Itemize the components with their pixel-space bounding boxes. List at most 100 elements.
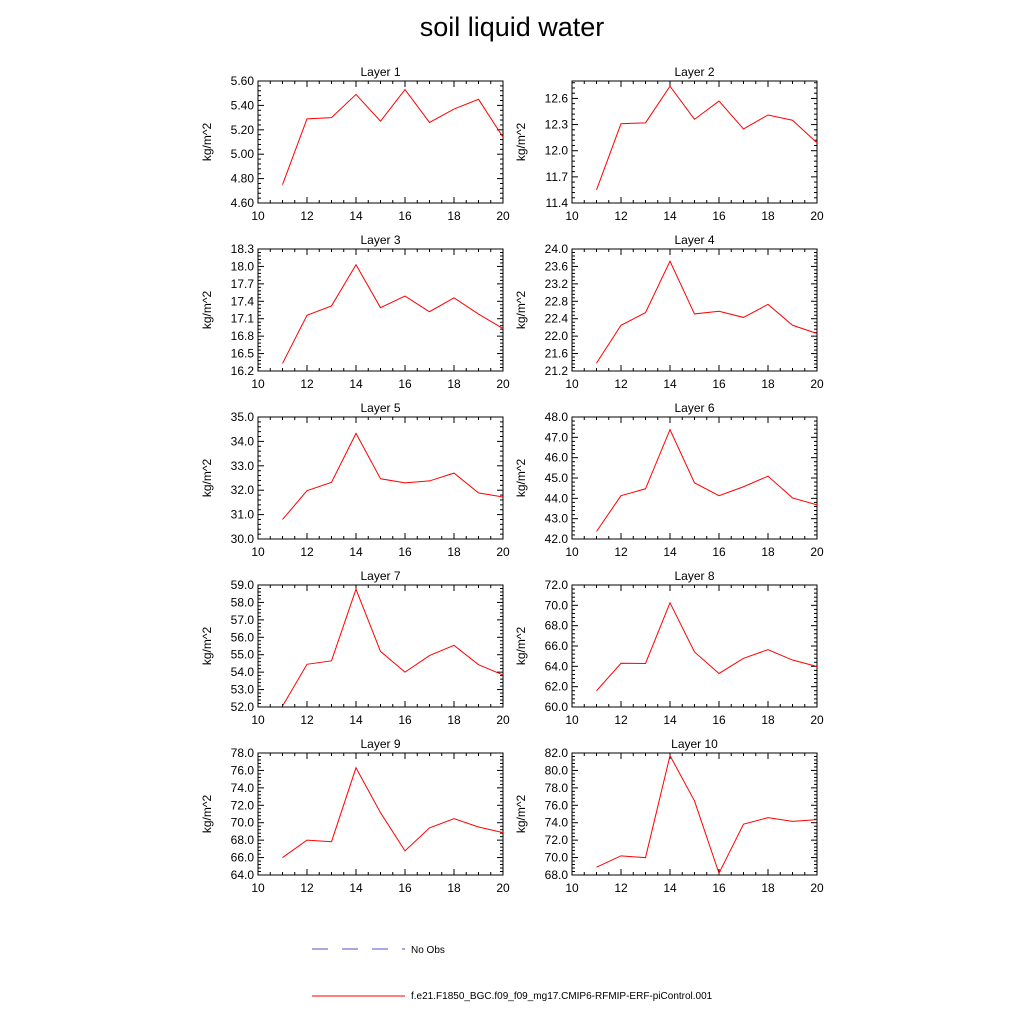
- x-tick-label: 18: [447, 209, 461, 223]
- x-tick-label: 14: [663, 713, 677, 727]
- x-tick-label: 18: [761, 377, 775, 391]
- y-tick-label: 16.8: [231, 329, 255, 343]
- y-tick-label: 43.0: [545, 512, 569, 526]
- y-tick-label: 52.0: [231, 700, 255, 714]
- panel-5: Layer 5 10 12 14 16 18 20 30.0 31.0 32.0 33.0 34.0 3…: [200, 401, 510, 559]
- x-tick-label: 10: [251, 377, 265, 391]
- panels-layer: Layer 1 10 12 14 16 18 20 4.60 4.80 5.00 5.20 5.40 5…: [200, 65, 824, 895]
- y-axis-label: kg/m^2: [514, 291, 528, 330]
- y-tick-label: 12.6: [545, 91, 569, 105]
- y-axis-label: kg/m^2: [200, 795, 214, 834]
- y-tick-label: 18.0: [231, 259, 255, 273]
- panel-4: Layer 4 10 12 14 16 18 20 21.2 21.6 22.0 22.4 22.8 2…: [514, 233, 824, 391]
- figure-title: soil liquid water: [419, 12, 605, 42]
- x-tick-label: 14: [349, 545, 363, 559]
- y-tick-label: 4.80: [231, 172, 255, 186]
- y-tick-label: 72.0: [231, 798, 255, 812]
- y-tick-label: 11.7: [546, 170, 569, 184]
- x-tick-label: 12: [614, 545, 628, 559]
- panel-9: Layer 9 10 12 14 16 18 20 64.0 66.0 68.0 70.0 72.0 7…: [200, 737, 510, 895]
- x-tick-label: 12: [300, 713, 314, 727]
- y-tick-label: 16.5: [231, 347, 255, 361]
- x-tick-label: 10: [565, 881, 579, 895]
- x-tick-label: 20: [496, 881, 510, 895]
- x-tick-label: 20: [810, 545, 824, 559]
- x-tick-label: 18: [447, 713, 461, 727]
- series-line: [596, 85, 818, 191]
- y-tick-label: 64.0: [231, 868, 255, 882]
- y-tick-label: 12.3: [545, 118, 569, 132]
- x-tick-label: 20: [810, 209, 824, 223]
- y-tick-label: 82.0: [545, 746, 569, 760]
- x-tick-label: 12: [300, 881, 314, 895]
- x-tick-label: 10: [251, 713, 265, 727]
- y-tick-label: 46.0: [545, 451, 569, 465]
- y-tick-label: 4.60: [231, 196, 255, 210]
- x-tick-label: 12: [614, 209, 628, 223]
- panel-10: Layer 10 10 12 14 16 18 20 68.0 70.0 72.0 74.0 76.0…: [514, 737, 824, 895]
- series-line: [282, 766, 504, 858]
- y-tick-label: 30.0: [231, 532, 255, 546]
- plot-frame: [571, 80, 818, 204]
- x-tick-label: 12: [300, 545, 314, 559]
- y-tick-label: 16.2: [231, 364, 255, 378]
- y-tick-label: 34.0: [231, 434, 255, 448]
- panel-title: Layer 2: [674, 65, 714, 79]
- panel-title: Layer 4: [674, 233, 714, 247]
- x-tick-label: 20: [810, 881, 824, 895]
- x-tick-label: 16: [712, 209, 726, 223]
- panel-2: Layer 2 10 12 14 16 18 20 11.4 11.7 12.0 12.3 12.6 k…: [514, 65, 824, 223]
- panel-title: Layer 5: [360, 401, 400, 415]
- x-tick-label: 14: [349, 713, 363, 727]
- x-tick-label: 12: [614, 713, 628, 727]
- y-tick-label: 5.40: [231, 98, 255, 112]
- series-line: [596, 601, 818, 692]
- y-tick-label: 68.0: [545, 619, 569, 633]
- x-tick-label: 14: [663, 209, 677, 223]
- y-tick-label: 54.0: [231, 665, 255, 679]
- y-tick-label: 24.0: [545, 242, 569, 256]
- y-tick-label: 42.0: [545, 532, 569, 546]
- y-tick-label: 17.1: [231, 312, 255, 326]
- y-tick-label: 48.0: [545, 410, 569, 424]
- x-tick-label: 20: [496, 713, 510, 727]
- y-tick-label: 74.0: [545, 816, 569, 830]
- y-tick-label: 56.0: [231, 630, 255, 644]
- x-tick-label: 12: [300, 209, 314, 223]
- plot-frame: [257, 80, 504, 204]
- x-tick-label: 20: [810, 377, 824, 391]
- x-tick-label: 18: [761, 713, 775, 727]
- x-tick-label: 14: [663, 881, 677, 895]
- y-tick-label: 59.0: [231, 578, 255, 592]
- x-tick-label: 16: [398, 377, 412, 391]
- y-axis-label: kg/m^2: [514, 627, 528, 666]
- y-tick-label: 62.0: [545, 680, 569, 694]
- panel-title: Layer 3: [360, 233, 400, 247]
- x-tick-label: 18: [761, 545, 775, 559]
- y-tick-label: 35.0: [231, 410, 255, 424]
- series-line: [282, 587, 504, 707]
- x-tick-label: 16: [712, 377, 726, 391]
- y-tick-label: 21.6: [545, 347, 569, 361]
- panel-title: Layer 10: [671, 737, 718, 751]
- y-axis-label: kg/m^2: [200, 627, 214, 666]
- x-tick-label: 18: [447, 377, 461, 391]
- y-tick-label: 68.0: [231, 833, 255, 847]
- y-tick-label: 5.00: [231, 147, 255, 161]
- x-tick-label: 14: [663, 377, 677, 391]
- y-axis-label: kg/m^2: [514, 795, 528, 834]
- y-tick-label: 80.0: [545, 763, 569, 777]
- plot-frame: [571, 584, 818, 708]
- x-tick-label: 16: [398, 209, 412, 223]
- y-tick-label: 57.0: [231, 613, 255, 627]
- y-tick-label: 58.0: [231, 595, 255, 609]
- panel-7: Layer 7 10 12 14 16 18 20 52.0 53.0 54.0 55.0 56.0 5…: [200, 569, 510, 727]
- y-tick-label: 33.0: [231, 459, 255, 473]
- y-tick-label: 60.0: [545, 700, 569, 714]
- y-tick-label: 5.60: [231, 74, 255, 88]
- x-tick-label: 20: [496, 209, 510, 223]
- panel-8: Layer 8 10 12 14 16 18 20 60.0 62.0 64.0 66.0 68.0 7…: [514, 569, 824, 727]
- x-tick-label: 10: [251, 881, 265, 895]
- legend: No Obs f.e21.F1850_BGC.f09_f09_mg17.CMIP…: [312, 945, 713, 1002]
- x-tick-label: 18: [761, 209, 775, 223]
